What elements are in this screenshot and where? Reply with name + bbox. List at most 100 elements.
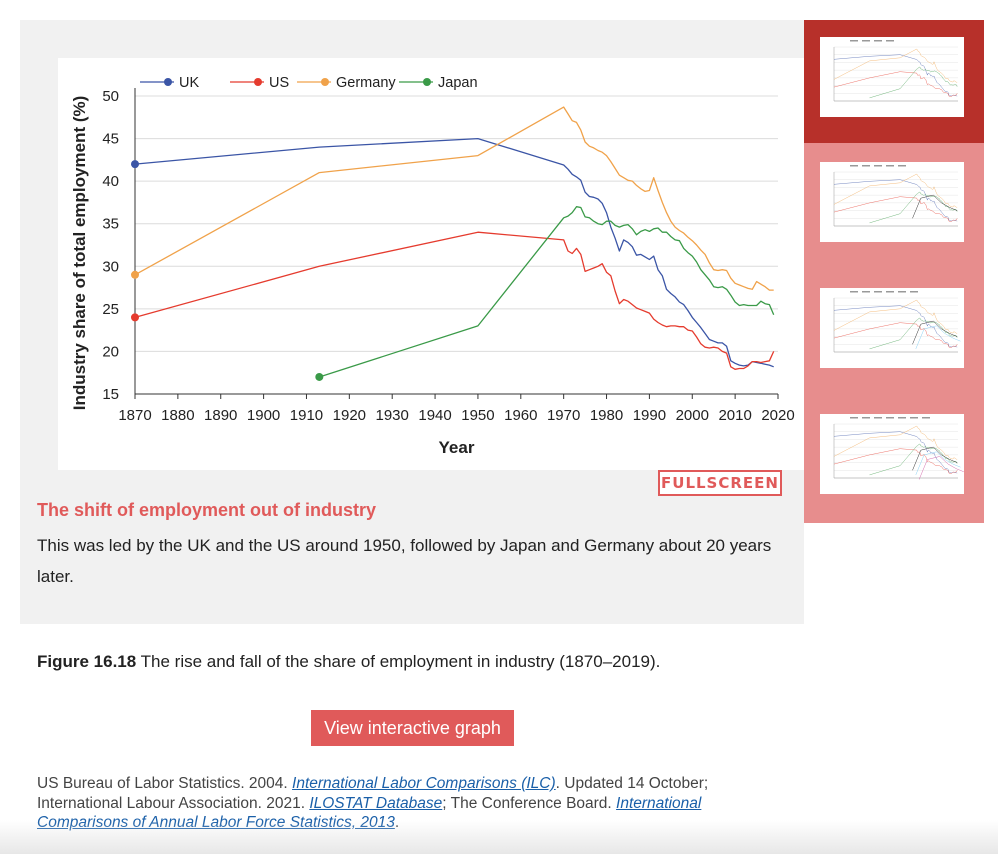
x-tick-label: 1880 (161, 407, 194, 424)
series-start-marker-japan (315, 372, 324, 381)
thumb-extra-line (915, 325, 961, 349)
thumb-extra-line (915, 451, 961, 475)
thumb-legend-mark (898, 291, 906, 293)
y-tick-label: 25 (102, 301, 119, 318)
y-tick-label: 40 (102, 173, 119, 190)
thumb-series-line (869, 66, 958, 99)
figure-number: Figure 16.18 (37, 652, 137, 671)
x-axis-label: Year (439, 438, 475, 457)
y-tick-label: 15 (102, 386, 119, 403)
x-tick-label: 2020 (761, 407, 794, 424)
thumb-series-line (833, 173, 958, 208)
thumbnail-step-4[interactable] (820, 414, 964, 494)
thumb-legend-mark (862, 40, 870, 42)
thumb-legend-mark (886, 165, 894, 167)
series-line-japan (319, 206, 775, 378)
legend-marker-uk (164, 78, 172, 86)
legend-marker-japan (423, 78, 431, 86)
thumb-series-line (833, 71, 958, 97)
source-1-link[interactable]: International Labor Comparisons (ILC) (292, 775, 556, 792)
x-tick-label: 1930 (376, 407, 409, 424)
line-chart: 15 20 25 30 35 40 45 50 1870 1880 1890 1900 1910 1920… (70, 75, 795, 457)
thumb-legend-mark (922, 417, 930, 419)
x-tick-label: 1920 (333, 407, 366, 424)
thumb-extra-line (912, 320, 958, 345)
thumb-legend-mark (850, 40, 858, 42)
thumb-series-line (869, 443, 958, 476)
legend-label-germany: Germany (336, 75, 396, 91)
figure-caption: Figure 16.18 The rise and fall of the sh… (37, 652, 660, 672)
thumb-series-line (833, 48, 958, 83)
thumb-legend-mark (886, 40, 894, 42)
legend-label-japan: Japan (438, 75, 478, 91)
source-1-text: US Bureau of Labor Statistics. 2004. (37, 775, 293, 792)
source-1-post: . Updated 14 October; International Labo… (37, 775, 709, 812)
thumb-legend-mark (898, 417, 906, 419)
x-tick-label: 1870 (118, 407, 151, 424)
thumb-series-line (833, 196, 958, 222)
thumb-series-line (833, 425, 958, 460)
thumb-series-line (833, 448, 958, 474)
thumbnail-step-2[interactable] (820, 162, 964, 242)
x-tick-label: 2010 (718, 407, 751, 424)
thumb-series-line (833, 322, 958, 348)
x-tick-label: 1950 (461, 407, 494, 424)
x-tick-label: 1970 (547, 407, 580, 424)
thumb-series-line (833, 54, 958, 97)
series-line-uk (134, 137, 774, 368)
x-tick-label: 1940 (418, 407, 451, 424)
x-tick-label: 1990 (633, 407, 666, 424)
source-2-post: ; The Conference Board. (442, 794, 617, 812)
thumbnail-step-3[interactable] (820, 288, 964, 368)
thumb-series-line (833, 299, 958, 334)
figure-caption-text: The rise and fall of the share of employ… (140, 652, 661, 671)
series-start-marker-us (131, 313, 139, 322)
legend-marker-germany (321, 78, 329, 86)
chart-caption-title: The shift of employment out of industry (37, 500, 376, 520)
series-line-germany (134, 106, 774, 291)
thumb-series-line (833, 431, 958, 474)
x-tick-label: 1890 (204, 407, 237, 424)
thumb-extra-line (912, 446, 958, 471)
x-tick-label: 1900 (247, 407, 280, 424)
figure-panel: 15 20 25 30 35 40 45 50 1870 1880 1890 1900 1910 1920… (20, 20, 804, 624)
thumb-extra-line (912, 194, 958, 219)
thumb-legend-mark (862, 291, 870, 293)
x-tick-label: 1910 (290, 407, 323, 424)
y-tick-label: 35 (102, 216, 119, 233)
thumbnail-step-1[interactable] (820, 37, 964, 117)
thumbnail-strip (804, 20, 984, 523)
thumb-legend-mark (862, 417, 870, 419)
fullscreen-button[interactable]: FULLSCREEN (658, 470, 782, 496)
thumb-legend-mark (910, 291, 918, 293)
x-tick-label: 2000 (676, 407, 709, 424)
y-tick-label: 20 (102, 343, 119, 360)
y-tick-label: 45 (102, 131, 119, 148)
thumb-series-line (833, 179, 958, 222)
y-axis-label: Industry share of total employment (%) (70, 96, 89, 411)
chart-caption-text: This was led by the UK and the US around… (37, 536, 772, 586)
thumb-series-line (833, 305, 958, 348)
y-tick-label: 50 (102, 88, 119, 105)
thumb-series-line (869, 317, 958, 350)
thumb-legend-mark (874, 165, 882, 167)
x-tick-label: 1960 (504, 407, 537, 424)
chart-area: 15 20 25 30 35 40 45 50 1870 1880 1890 1900 1910 1920… (58, 58, 804, 470)
series-start-marker-uk (131, 160, 139, 169)
thumb-extra-line (918, 456, 964, 480)
sources-text: US Bureau of Labor Statistics. 2004. Int… (37, 774, 777, 833)
thumb-legend-mark (886, 417, 894, 419)
x-tick-label: 1980 (590, 407, 623, 424)
thumb-legend-mark (886, 291, 894, 293)
thumb-legend-mark (910, 417, 918, 419)
series-line-us (134, 231, 775, 370)
thumb-legend-mark (862, 165, 870, 167)
thumb-legend-mark (874, 291, 882, 293)
legend-label-us: US (269, 75, 289, 91)
y-tick-label: 30 (102, 258, 119, 275)
thumb-legend-mark (898, 165, 906, 167)
source-2-link[interactable]: ILOSTAT Database (309, 794, 443, 812)
view-interactive-graph-button[interactable]: View interactive graph (311, 710, 514, 746)
thumb-series-line (869, 191, 958, 224)
thumb-legend-mark (850, 291, 858, 293)
